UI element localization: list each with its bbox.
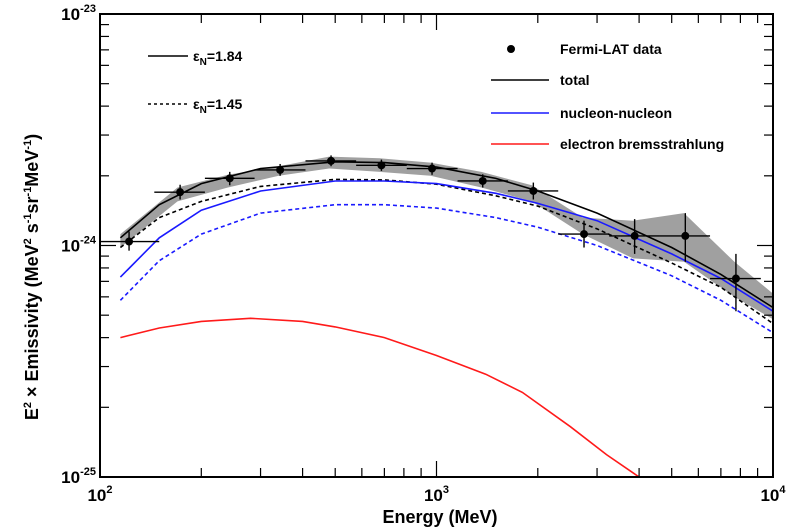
y-axis-title-sup2: -1 — [22, 213, 34, 223]
data-point — [176, 188, 185, 197]
y-axis-title-sup1: 2 — [22, 238, 34, 244]
data-point-group — [406, 162, 458, 175]
x-tick-label-base: 10 — [760, 486, 779, 505]
y-axis-title-mid1: s — [22, 223, 42, 238]
y-tick-label-base: 10 — [61, 468, 80, 487]
legend-label-total: total — [560, 72, 590, 88]
series-layer — [119, 160, 774, 478]
epsilon-symbol: ε — [193, 96, 200, 112]
x-tick-label: 103 — [424, 484, 449, 505]
epsilon-legend-solid-label: εN=1.84 — [193, 48, 243, 68]
data-point-group — [204, 171, 255, 186]
y-tick-label-exponent: -23 — [80, 3, 96, 15]
y-axis-title-times: × Emissivity (MeV — [22, 244, 42, 402]
legend-label-fermi: Fermi-LAT data — [560, 41, 662, 57]
x-axis-title: Energy (MeV) — [382, 507, 497, 527]
x-tick-label: 104 — [760, 484, 786, 505]
y-axis-title-sup3: -1 — [22, 187, 34, 197]
data-point — [681, 231, 690, 240]
y-tick-label-exponent: -25 — [80, 466, 96, 478]
data-point — [580, 230, 589, 239]
data-point — [327, 156, 336, 165]
epsilon-subscript: N — [200, 57, 207, 68]
data-point — [428, 164, 437, 173]
data-point-group — [457, 174, 508, 188]
data-point — [529, 186, 538, 195]
y-axis-title-sup4: -1 — [22, 140, 34, 150]
data-point-group — [154, 184, 205, 200]
legend: Fermi-LAT data total nucleon-nucleon ele… — [491, 41, 724, 152]
data-point — [731, 274, 740, 283]
data-point-group — [356, 159, 407, 171]
legend-label-brems: electron bremsstrahlung — [560, 136, 724, 152]
x-tick-label-base: 10 — [424, 486, 443, 505]
data-point-group — [507, 182, 559, 200]
x-tick-label-exponent: 2 — [106, 484, 112, 496]
data-point — [478, 176, 487, 185]
y-tick-label: 10-23 — [61, 3, 96, 24]
data-point-group — [609, 219, 660, 254]
x-tick-label-base: 10 — [87, 486, 106, 505]
epsilon-value: =1.84 — [207, 48, 243, 64]
data-point-group — [558, 220, 610, 248]
y-tick-label-base: 10 — [61, 5, 80, 24]
epsilon-symbol: ε — [193, 48, 200, 64]
y-tick-label-base: 10 — [61, 237, 80, 256]
y-axis-title-suffix: ) — [22, 134, 42, 140]
legend-marker-fermi — [507, 45, 515, 53]
data-point-group — [659, 213, 711, 262]
data-point — [630, 231, 639, 240]
data-point — [276, 165, 285, 174]
epsilon-legend-dashed-label: εN=1.45 — [193, 96, 243, 116]
y-axis-title-mid2: sr — [22, 196, 42, 213]
data-point — [125, 237, 134, 246]
y-tick-label: 10-24 — [61, 235, 97, 256]
x-tick-label: 102 — [87, 484, 112, 505]
y-axis-title-prefix: E — [22, 408, 42, 420]
y-tick-label: 10-25 — [61, 466, 96, 487]
data-point-group — [100, 231, 160, 251]
data-point-group — [710, 253, 761, 312]
data-point-group — [254, 163, 306, 176]
series-line-electron-bremsstrahlung-solid — [120, 317, 640, 478]
data-point-group — [305, 155, 357, 167]
data-point — [377, 161, 386, 170]
uncertainty-band-layer — [120, 156, 773, 320]
series-line-nucleon-nucleon-dashed — [119, 203, 774, 334]
epsilon-value: =1.45 — [207, 96, 243, 112]
legend-label-nucleon: nucleon-nucleon — [560, 105, 672, 121]
y-axis-title-prefix-sup: 2 — [22, 402, 34, 408]
x-tick-label-exponent: 3 — [443, 484, 449, 496]
uncertainty-band — [120, 156, 773, 320]
y-axis-title-mid3: MeV — [22, 150, 42, 187]
series-line-total-solid — [119, 160, 774, 309]
data-point — [225, 174, 234, 183]
data-points-layer — [100, 155, 761, 312]
epsilon-legend: εN=1.84 εN=1.45 — [148, 48, 243, 116]
series-line-nucleon-nucleon-solid — [119, 180, 774, 312]
y-tick-label-exponent: -24 — [80, 235, 97, 247]
ticks-layer — [100, 14, 773, 477]
epsilon-subscript: N — [200, 105, 207, 116]
x-tick-label-exponent: 4 — [779, 484, 786, 496]
y-axis-title: E2 × Emissivity (MeV2 s-1sr-1MeV-1) — [22, 134, 42, 420]
